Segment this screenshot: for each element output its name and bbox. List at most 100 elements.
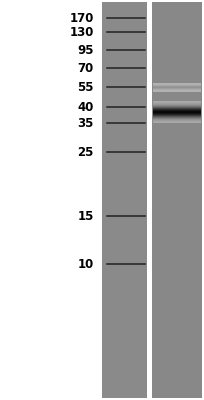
Bar [153,119,201,120]
Bar [102,2,147,398]
Bar [153,111,201,112]
Bar [153,105,201,106]
Bar [153,117,201,118]
Bar [153,86,201,87]
Bar [153,106,201,107]
Bar [153,91,201,92]
Bar [153,101,201,102]
Bar [153,83,201,84]
Bar [153,108,201,109]
Bar [153,90,201,91]
Bar [152,2,202,398]
Bar [153,121,201,122]
Bar [153,122,201,123]
Bar [153,118,201,119]
Bar [153,113,201,114]
Bar [153,88,201,89]
Text: 55: 55 [77,81,94,94]
Text: 15: 15 [78,210,94,222]
Bar [153,110,201,111]
Bar [153,109,201,110]
Bar [153,87,201,88]
Bar [153,121,201,122]
Bar [153,90,201,91]
Bar [153,85,201,86]
Bar [153,84,201,85]
Bar [153,90,201,91]
Bar [153,114,201,115]
Text: 170: 170 [70,12,94,24]
Bar [153,103,201,104]
Bar [153,90,201,91]
Bar [153,106,201,107]
Bar [153,108,201,109]
Text: 25: 25 [78,146,94,158]
Bar [153,86,201,87]
Bar [153,115,201,116]
Bar [153,115,201,116]
Bar [153,105,201,106]
Bar [153,89,201,90]
Bar [153,83,201,84]
Bar [153,86,201,87]
Bar [153,85,201,86]
Bar [153,87,201,88]
Bar [153,123,201,124]
Bar [153,122,201,123]
Bar [153,84,201,85]
Text: 70: 70 [78,62,94,74]
Bar [153,102,201,103]
Bar [153,89,201,90]
Bar [153,118,201,119]
Bar [153,88,201,89]
Bar [153,113,201,114]
Bar [153,109,201,110]
Bar [153,111,201,112]
Bar [153,87,201,88]
Bar [153,120,201,121]
Bar [153,89,201,90]
Bar [153,102,201,103]
Bar [153,116,201,117]
Bar [153,120,201,121]
Bar [153,86,201,87]
Bar [147,2,152,398]
Text: 35: 35 [78,117,94,130]
Bar [153,87,201,88]
Bar [153,88,201,89]
Bar [153,112,201,113]
Bar [153,88,201,89]
Bar [153,89,201,90]
Bar [153,88,201,89]
Bar [153,89,201,90]
Bar [153,90,201,91]
Bar [153,84,201,85]
Bar [153,121,201,122]
Bar [153,87,201,88]
Text: 40: 40 [78,101,94,114]
Bar [153,114,201,115]
Bar [153,107,201,108]
Bar [153,114,201,115]
Bar [153,103,201,104]
Bar [153,110,201,111]
Bar [153,112,201,113]
Bar [153,107,201,108]
Bar [153,117,201,118]
Bar [153,84,201,85]
Bar [153,115,201,116]
Bar [153,116,201,117]
Bar [153,105,201,106]
Bar [153,85,201,86]
Bar [153,120,201,121]
Bar [153,113,201,114]
Bar [153,84,201,85]
Text: 10: 10 [78,258,94,270]
Bar [153,91,201,92]
Bar [153,104,201,105]
Bar [153,85,201,86]
Bar [153,101,201,102]
Bar [153,112,201,113]
Bar [153,106,201,107]
Bar [153,83,201,84]
